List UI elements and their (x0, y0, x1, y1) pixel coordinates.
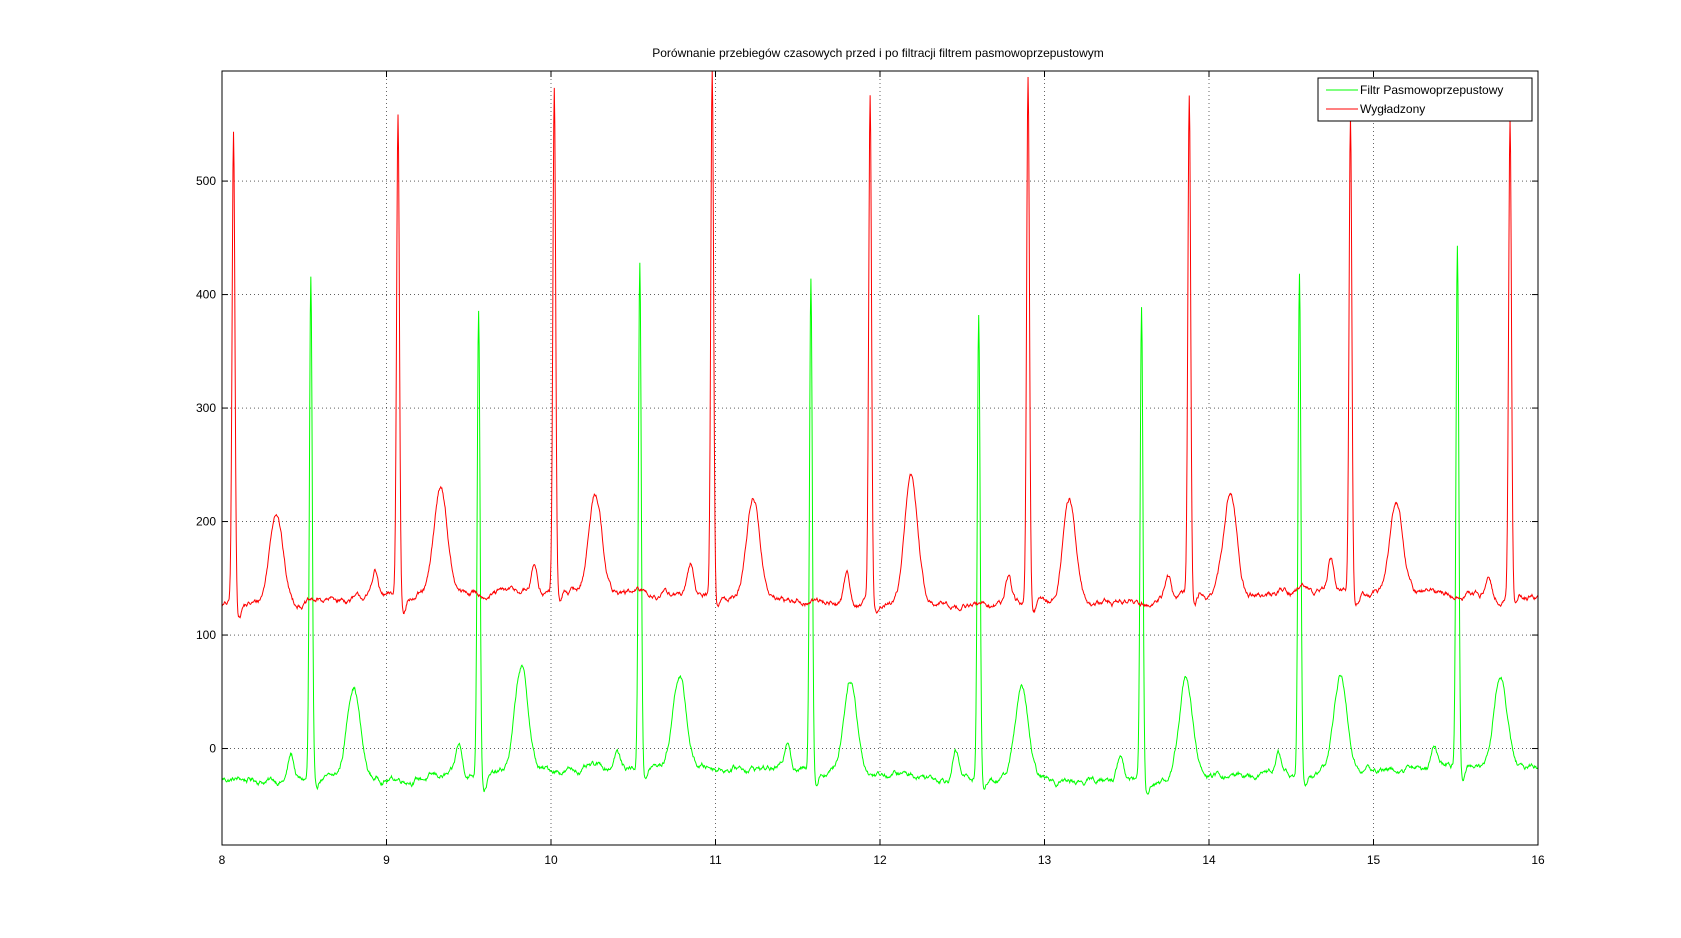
y-tick-label: 100 (196, 628, 216, 642)
x-tick-label: 8 (219, 853, 226, 867)
legend-label-filtr: Filtr Pasmowoprzepustowy (1360, 83, 1503, 97)
series-line-1 (221, 70, 1539, 619)
x-tick-label: 11 (709, 853, 722, 867)
chart-title: Porównanie przebiegów czasowych przed i … (652, 46, 1104, 60)
x-tick-label: 14 (1202, 853, 1216, 867)
y-tick-label: 500 (196, 174, 216, 188)
y-tick-label: 200 (196, 515, 216, 529)
x-tick-label: 10 (544, 853, 558, 867)
legend-box (1317, 77, 1533, 122)
x-tick-label: 16 (1531, 853, 1545, 867)
grid-lines (222, 71, 1538, 845)
series-line-0 (221, 245, 1539, 795)
legend-label-wygladzony: Wygładzony (1360, 102, 1425, 116)
y-tick-label: 0 (209, 742, 216, 756)
legend: Filtr Pasmowoprzepustowy Wygładzony (1317, 77, 1533, 122)
y-tick-label: 400 (196, 288, 216, 302)
x-tick-label: 15 (1367, 853, 1381, 867)
plot-series (221, 70, 1539, 795)
x-tick-label: 13 (1038, 853, 1052, 867)
x-tick-label: 12 (873, 853, 887, 867)
axis-ticks: 8 9 10 11 12 13 14 15 16 0 100 200 300 400 500 (196, 71, 1545, 867)
y-tick-label: 300 (196, 401, 216, 415)
x-tick-label: 9 (383, 853, 390, 867)
